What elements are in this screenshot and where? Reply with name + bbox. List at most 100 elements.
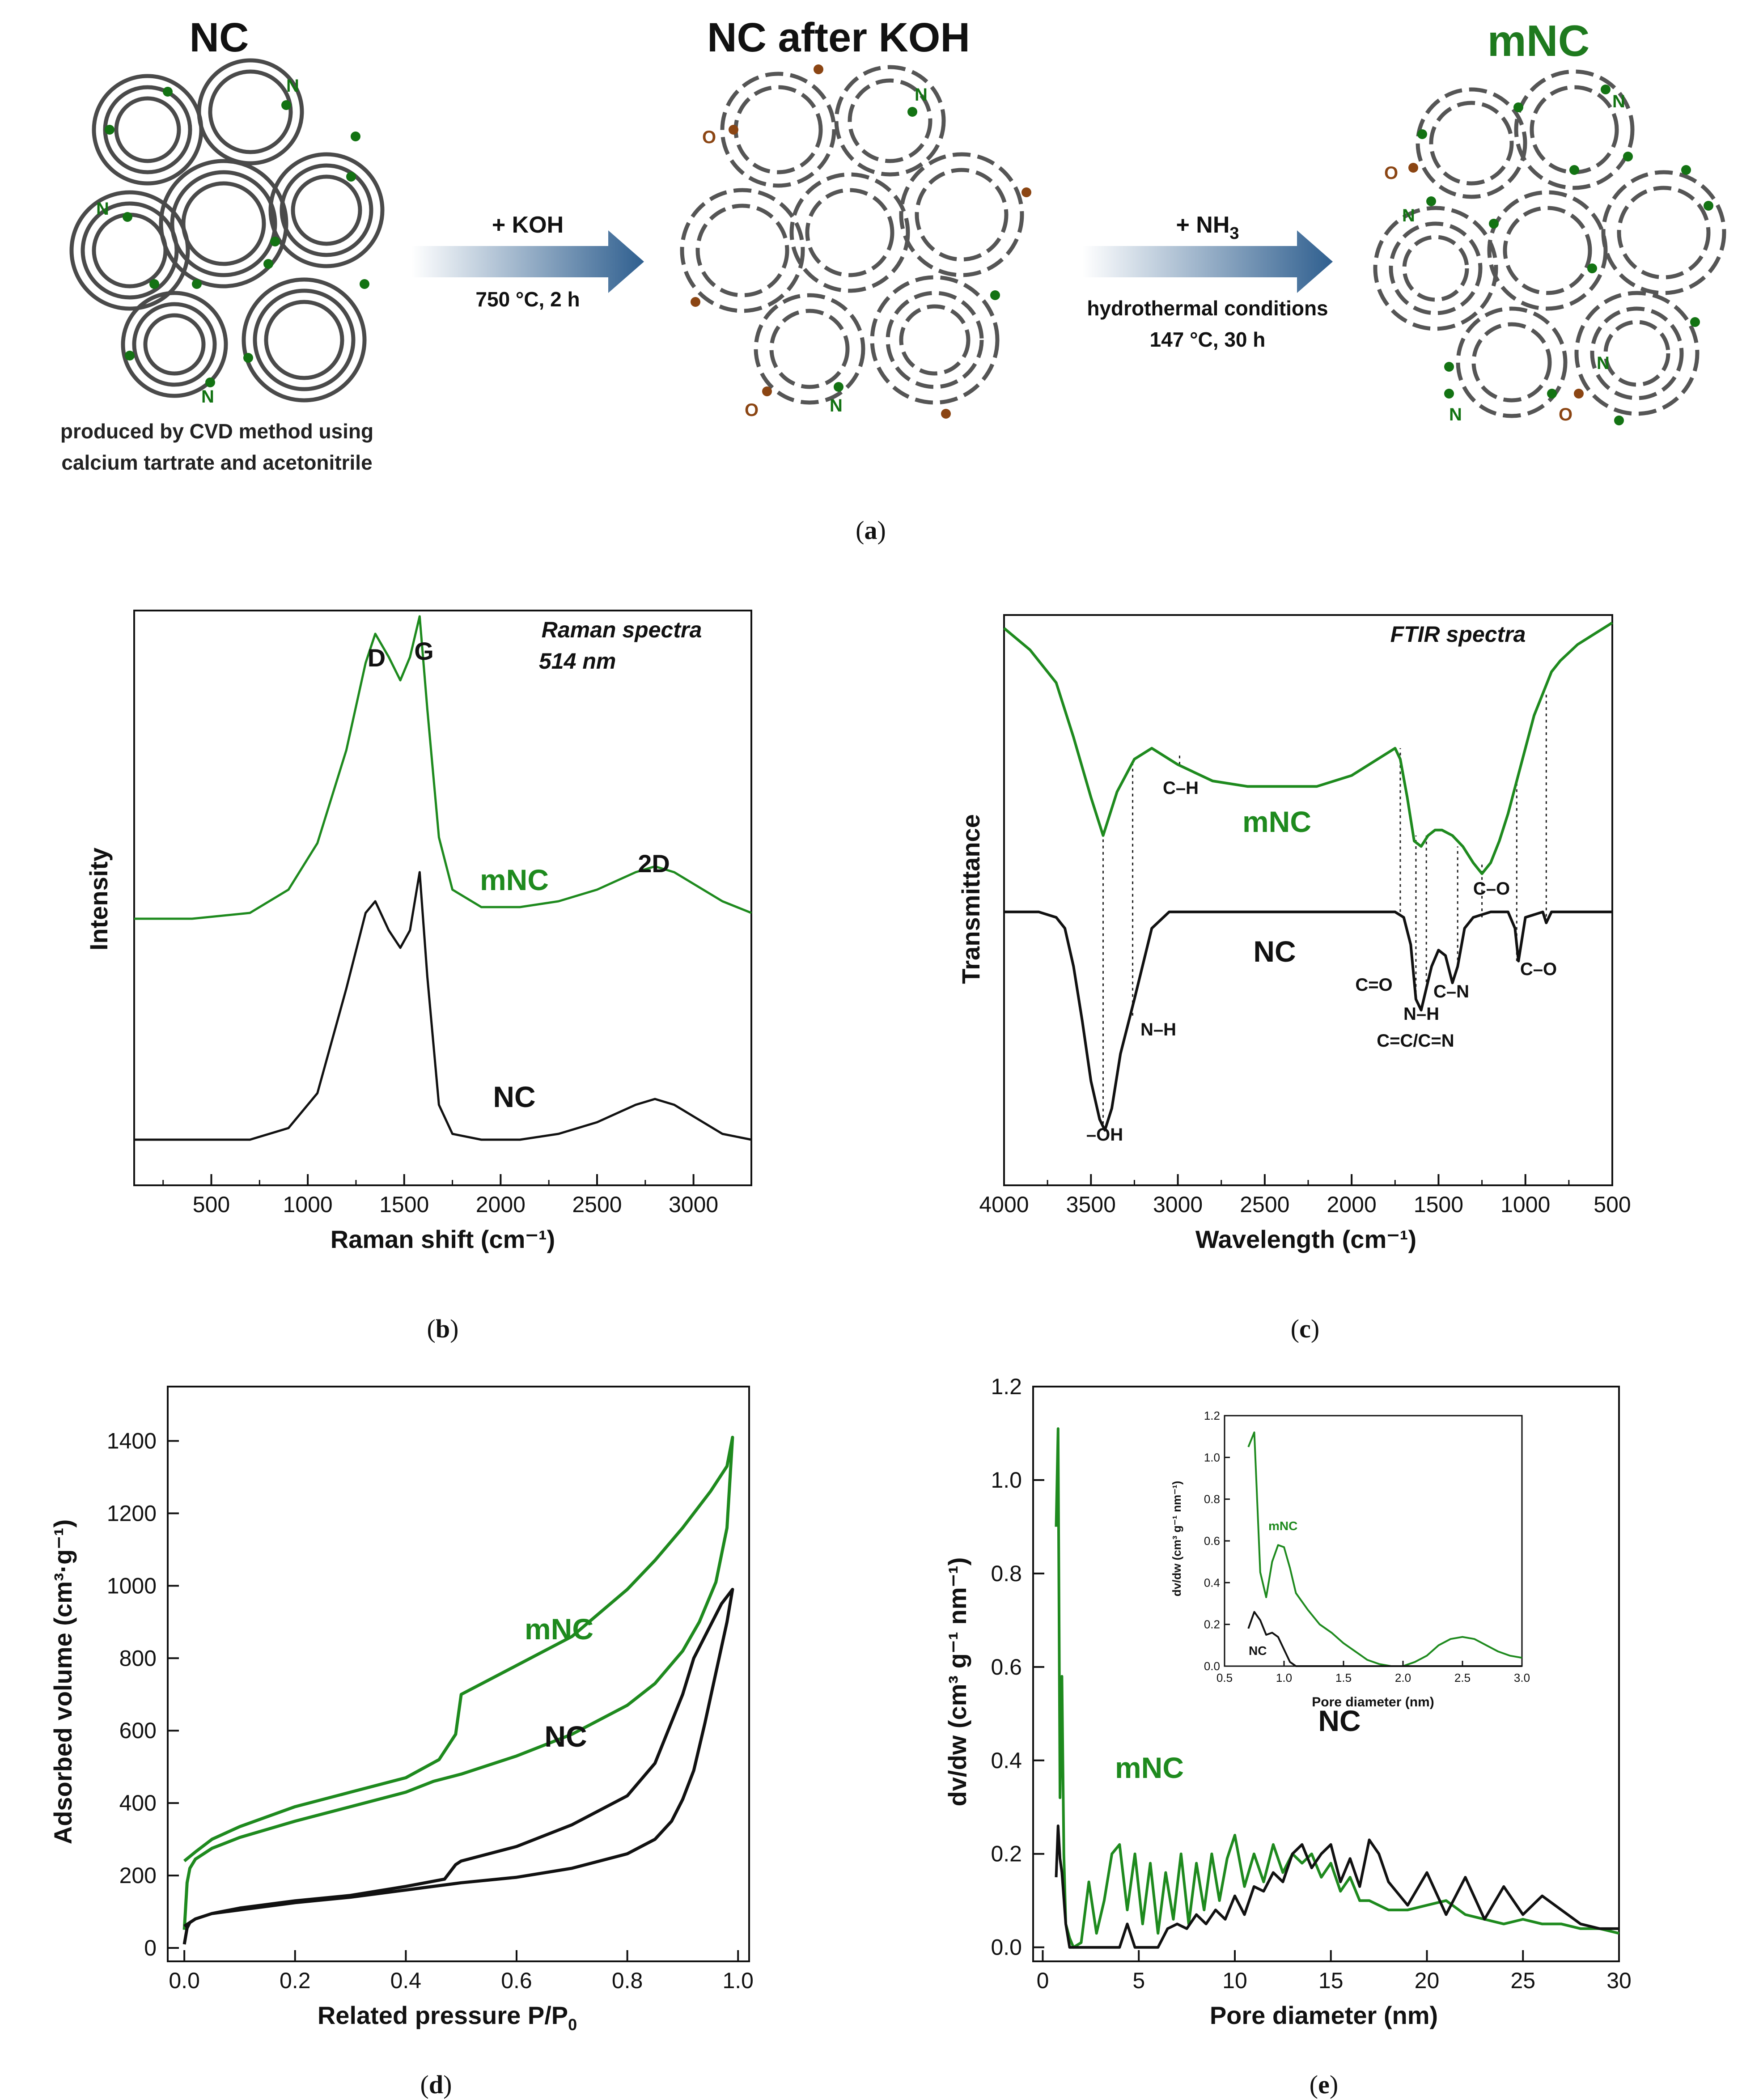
isotherm-y-tick-label: 600 [119,1718,157,1743]
title-nc: NC [190,15,249,60]
mnc-nitrogen-dots [1417,85,1713,425]
ftir-line-nc [1004,910,1612,1132]
mnc-structure [1373,69,1726,418]
koh-oxygen-dots [691,64,1031,419]
inset-x-tick-label: 3.0 [1514,1671,1530,1684]
raman-plot-frame [133,610,752,1186]
ftir-x-tick-label: 1000 [1500,1192,1550,1217]
inset-x-tick-label: 1.0 [1276,1671,1292,1684]
panel-a-label: (a) [856,516,886,545]
panel-c: 4000 3500 3000 2500 2000 1500 1000 500 FTIR spe… [957,614,1631,1343]
isotherm-y-tick-label: 0 [144,1935,157,1960]
isotherm-x-axis-title: Related pressure P/P0 [318,2001,577,2034]
inset-label-nc: NC [1249,1644,1267,1658]
psd-y-tick-label: 1.2 [991,1374,1022,1399]
arrow-koh [411,230,644,293]
panel-d-label: (d) [420,2070,452,2099]
panel-e: 0 5 10 15 20 25 30 0.0 0.2 0.4 0.6 0.8 1.0 1.2 mNC NC… [943,1374,1632,2099]
raman-x-tick-label: 2000 [476,1192,526,1217]
ftir-x-ticks: 4000 3500 3000 2500 2000 1500 1000 500 [979,1174,1631,1217]
panel-a-letter: a [865,516,877,545]
o-label: O [1384,163,1398,183]
inset-y-axis-title: dv/dw (cm³ g⁻¹ nm⁻¹) [1170,1481,1183,1597]
inset-line-mnc [1247,1431,1522,1667]
isotherm-x-tick-label: 0.2 [280,1968,311,1993]
ftir-annot-cn: C–N [1433,982,1469,1001]
raman-subtitle: 514 nm [539,649,616,674]
n-label: N [286,76,299,96]
isotherm-y-axis-title: Adsorbed volume (cm³·g⁻¹) [49,1519,77,1844]
psd-y-tick-label: 0.4 [991,1748,1022,1773]
psd-line-nc [1055,1824,1619,1949]
inset-label-mnc: mNC [1268,1519,1297,1533]
n-label: N [915,85,928,105]
inset-y-tick-label: 0.4 [1204,1576,1220,1589]
isotherm-x-tick-label: 0.4 [390,1968,422,1993]
inset-y-tick-label: 1.2 [1204,1409,1220,1422]
inset-series [1247,1431,1522,1667]
panel-c-letter: c [1299,1314,1311,1343]
n-label: N [1612,92,1625,111]
caption-line2: calcium tartrate and acetonitrile [61,451,372,474]
title-mnc: mNC [1488,16,1590,65]
psd-x-tick-label: 15 [1318,1968,1344,1993]
ftir-annot-co: C=O [1355,975,1392,995]
raman-x-tick-label: 2500 [572,1192,622,1217]
psd-y-tick-label: 0.8 [991,1561,1022,1586]
ftir-annot-nh: N–H [1140,1020,1176,1039]
ftir-label-mnc: mNC [1242,805,1311,838]
isotherm-line-mnc [182,1435,734,1930]
caption-line1: produced by CVD method using [60,420,373,443]
inset-ticks: 0.5 1.0 1.5 2.0 2.5 3.0 0.0 0.2 0.4 0.6 0.8 1.0 1.2 [1204,1409,1530,1684]
step2-reagent-sub: 3 [1229,224,1239,243]
isotherm-x-axis-sub: 0 [568,2015,577,2034]
isotherm-y-tick-label: 200 [119,1863,157,1888]
n-label: N [1597,353,1610,373]
panel-a: NC NC after KOH mNC N N N produced by CV… [60,15,1726,545]
isotherm-x-tick-label: 0.6 [501,1968,532,1993]
panel-b-letter: b [436,1314,450,1343]
ftir-label-nc: NC [1253,935,1296,968]
isotherm-x-tick-label: 0.8 [612,1968,643,1993]
ftir-x-tick-label: 4000 [979,1192,1029,1217]
panel-b-label: (b) [427,1314,459,1343]
ftir-x-tick-label: 2500 [1240,1192,1289,1217]
n-label: N [1449,405,1462,424]
inset-line-nc [1247,1611,1522,1667]
step2-conditions-2: 147 °C, 30 h [1150,328,1266,351]
ftir-annot-nh-2: N–H [1403,1004,1439,1024]
psd-x-axis-title: Pore diameter (nm) [1210,2001,1438,2029]
raman-title: Raman spectra [542,617,702,642]
ftir-x-axis-title: Wavelength (cm⁻¹) [1195,1225,1416,1253]
step2-reagent: + NH3 [1176,212,1239,243]
title-nc-after-koh: NC after KOH [707,15,970,60]
psd-y-axis-title: dv/dw (cm³ g⁻¹ nm⁻¹) [943,1557,971,1807]
panel-d: 0.0 0.2 0.4 0.6 0.8 1.0 0 200 400 600 800 1000 1200 1… [49,1386,754,2099]
ftir-series [1003,621,1613,1132]
inset-frame [1224,1415,1523,1667]
panel-e-letter: e [1318,2070,1330,2099]
raman-peak-g: G [414,637,434,665]
inset-y-tick-label: 0.0 [1204,1659,1220,1673]
psd-line-mnc [1055,1427,1619,1949]
ftir-title: FTIR spectra [1390,622,1526,647]
isotherm-ticks: 0.0 0.2 0.4 0.6 0.8 1.0 0 200 400 600 800 1000 1200 1… [107,1428,754,1993]
raman-line-mnc [134,615,752,920]
ftir-annot-co-nc: C–O [1520,959,1557,979]
n-label: N [96,199,109,219]
isotherm-y-tick-label: 400 [119,1790,157,1816]
ftir-x-tick-label: 500 [1594,1192,1631,1217]
isotherm-line-nc [182,1587,734,1945]
psd-label-mnc: mNC [1115,1751,1184,1784]
panel-d-letter: d [429,2070,443,2099]
inset-x-axis-title: Pore diameter (nm) [1312,1695,1434,1710]
ftir-annot-cc-cn: C=C/C=N [1377,1031,1454,1051]
psd-x-tick-label: 25 [1510,1968,1535,1993]
nc-structure [69,58,385,403]
inset-y-tick-label: 0.8 [1204,1493,1220,1506]
arrow-nh3 [1082,230,1333,293]
panel-e-label: (e) [1310,2070,1338,2099]
raman-x-ticks: 500 1000 1500 2000 2500 3000 [162,1174,718,1217]
raman-x-tick-label: 1000 [283,1192,333,1217]
